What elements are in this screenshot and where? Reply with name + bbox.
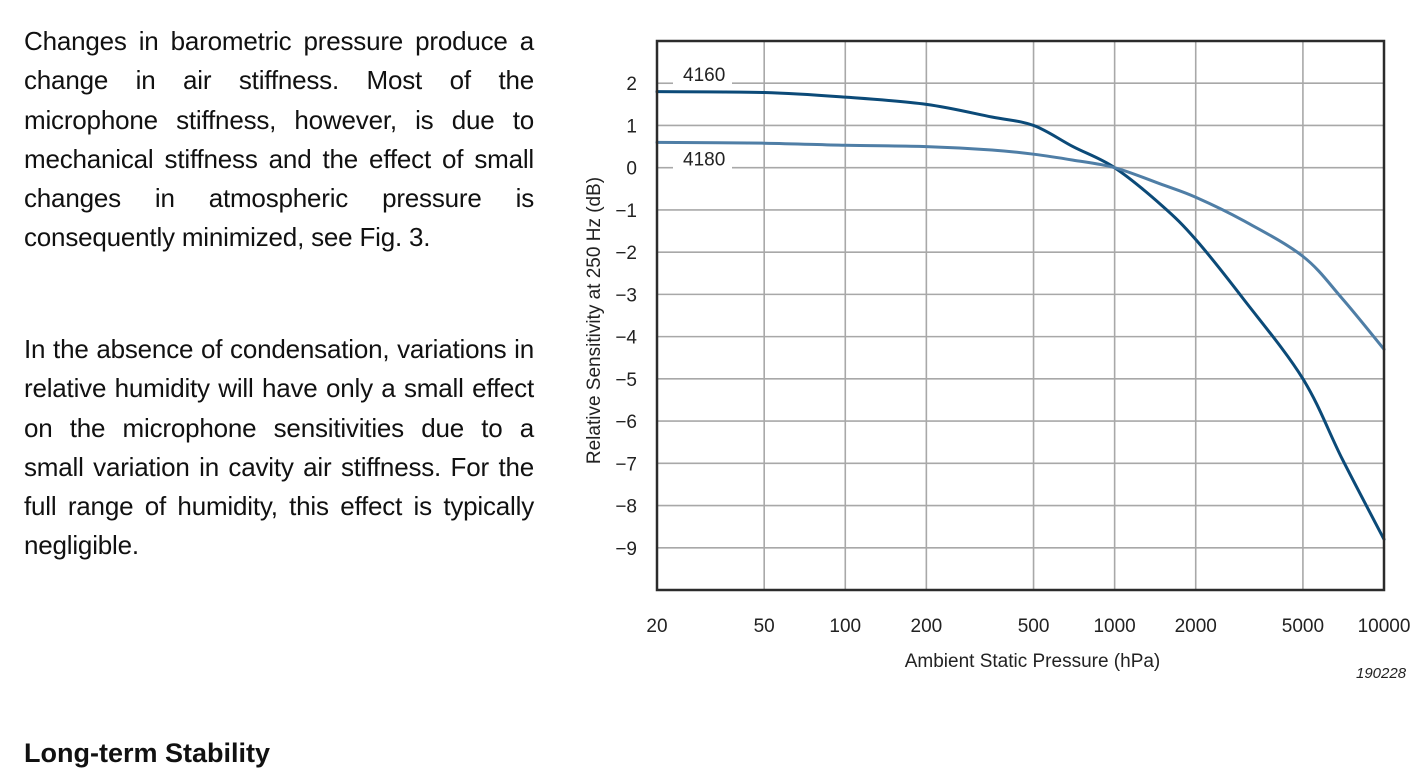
grid [657, 41, 1384, 590]
y-tick-label: −5 [615, 370, 637, 391]
y-tick-label: −3 [615, 285, 637, 306]
x-tick-label: 500 [1018, 616, 1050, 637]
x-tick-label: 10000 [1358, 616, 1411, 637]
y-tick-label: −1 [615, 201, 637, 222]
series-group [655, 90, 1386, 541]
labels-group: 20 50 100 200 500 1000 2000 5000 10000 4160 2 1 4180… [615, 65, 1410, 637]
y-tick-label: 1 [626, 116, 637, 137]
y-tick-label: 2 [626, 74, 637, 95]
x-tick-label: 20 [646, 616, 667, 637]
y-tick-label: −2 [615, 243, 637, 264]
paragraph-barometric-pressure: Changes in barometric pressure produce a… [24, 26, 534, 253]
y-tick-label: −6 [615, 412, 637, 433]
paragraph-humidity: In the absence of condensation, variatio… [24, 334, 534, 561]
figure-id: 190228 [1356, 665, 1407, 682]
y-axis-label: Relative Sensitivity at 250 Hz (dB) [584, 177, 605, 464]
y-tick-label: −4 [615, 328, 637, 349]
x-tick-label: 50 [754, 616, 775, 637]
pressure-sensitivity-chart: 20 50 100 200 500 1000 2000 5000 10000 4160 2 1 4180… [584, 39, 1410, 682]
x-tick-label: 100 [829, 616, 861, 637]
series-line-4180 [655, 140, 1386, 351]
x-axis-label: Ambient Static Pressure (hPa) [905, 651, 1161, 672]
x-tick-label: 1000 [1093, 616, 1135, 637]
x-tick-label: 200 [911, 616, 943, 637]
section-heading-long-term-stability: Long-term Stability [24, 738, 271, 768]
x-tick-label: 5000 [1282, 616, 1324, 637]
y-tick-label: 0 [626, 159, 637, 180]
y-tick-label: −8 [615, 497, 637, 518]
y-tick-label: −9 [615, 539, 637, 560]
series-label-4180: 4180 [683, 150, 725, 171]
plot-frame [655, 39, 1386, 592]
series-line-4160 [655, 90, 1386, 541]
x-tick-label: 2000 [1175, 616, 1217, 637]
series-label-4160: 4160 [683, 65, 725, 86]
y-tick-label: −7 [615, 454, 637, 475]
